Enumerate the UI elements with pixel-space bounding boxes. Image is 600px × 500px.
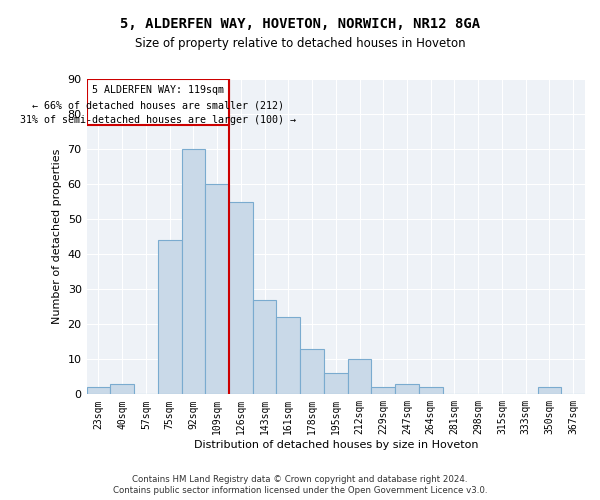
Bar — [538, 388, 561, 394]
Bar — [347, 360, 371, 394]
Bar — [205, 184, 229, 394]
Bar — [277, 318, 300, 394]
Bar — [324, 374, 347, 394]
Bar — [300, 349, 324, 395]
Bar — [86, 388, 110, 394]
Bar — [253, 300, 277, 394]
Text: 31% of semi-detached houses are larger (100) →: 31% of semi-detached houses are larger (… — [20, 114, 296, 124]
Text: Contains HM Land Registry data © Crown copyright and database right 2024.: Contains HM Land Registry data © Crown c… — [132, 475, 468, 484]
Bar — [371, 388, 395, 394]
Bar — [419, 388, 443, 394]
Bar — [182, 149, 205, 394]
FancyBboxPatch shape — [86, 79, 229, 124]
Text: Size of property relative to detached houses in Hoveton: Size of property relative to detached ho… — [134, 38, 466, 51]
Text: Contains public sector information licensed under the Open Government Licence v3: Contains public sector information licen… — [113, 486, 487, 495]
Bar — [229, 202, 253, 394]
Text: 5, ALDERFEN WAY, HOVETON, NORWICH, NR12 8GA: 5, ALDERFEN WAY, HOVETON, NORWICH, NR12 … — [120, 18, 480, 32]
X-axis label: Distribution of detached houses by size in Hoveton: Distribution of detached houses by size … — [194, 440, 478, 450]
Text: ← 66% of detached houses are smaller (212): ← 66% of detached houses are smaller (21… — [32, 100, 284, 110]
Bar — [395, 384, 419, 394]
Text: 5 ALDERFEN WAY: 119sqm: 5 ALDERFEN WAY: 119sqm — [92, 86, 224, 96]
Y-axis label: Number of detached properties: Number of detached properties — [52, 149, 62, 324]
Bar — [158, 240, 182, 394]
Bar — [110, 384, 134, 394]
